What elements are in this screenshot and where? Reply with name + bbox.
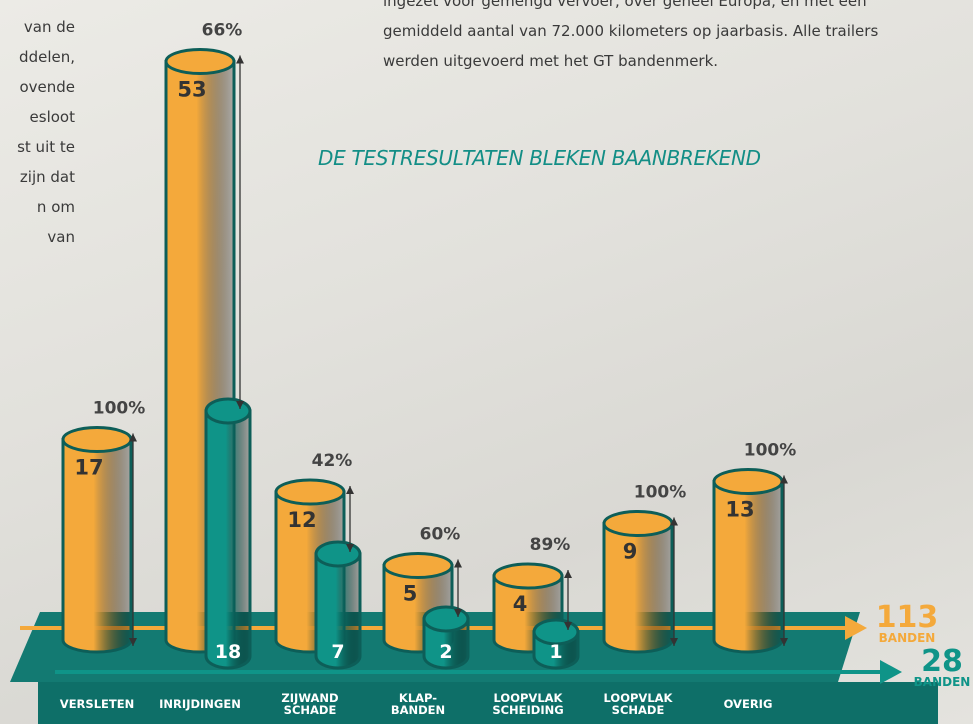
cylinder-top [602, 510, 674, 537]
cylinder-top [314, 540, 362, 568]
pct-head [564, 622, 572, 630]
text-line: werden uitgevoerd met het GT bandenmerk. [383, 52, 719, 70]
value-label: 53 [177, 78, 206, 102]
cylinder [712, 468, 784, 654]
cylinder-body [422, 617, 470, 670]
category-label: KLAP-BANDEN [390, 690, 446, 717]
value-label: 1 [549, 641, 562, 663]
cylinder-body [602, 522, 674, 654]
text-line: n om [36, 198, 75, 216]
left-text: van de ddelen, ovende esloot st uit te zijn d… [17, 12, 75, 252]
value-label: 9 [623, 540, 638, 564]
arrow-head [880, 660, 902, 684]
pct-head [780, 475, 788, 484]
value-label: 4 [513, 592, 528, 616]
category-label: OVERIG [723, 696, 773, 711]
value-label: 12 [287, 508, 316, 532]
value-label: 17 [74, 456, 103, 480]
intro-text: ingezet voor gemengd vervoer, over gehee… [383, 0, 878, 76]
cylinder-body [712, 480, 784, 654]
total-label: BANDEN [879, 631, 936, 645]
text-line: van de [23, 18, 75, 36]
percentage-label: 42% [312, 451, 353, 471]
pct-head [346, 486, 354, 494]
value-label: 7 [331, 641, 344, 663]
text-line: van [47, 228, 75, 246]
cylinder [61, 426, 133, 654]
cylinder-body [61, 438, 133, 654]
cylinder-top [382, 552, 454, 579]
text-line: gemiddeld aantal van 72.000 kilometers o… [383, 22, 879, 40]
heading: DE TESTRESULTATEN BLEKEN BAANBREKEND [318, 146, 761, 170]
text-line: ovende [19, 78, 75, 96]
text-line: ingezet voor gemengd vervoer, over gehee… [383, 0, 867, 10]
percentage-label: 89% [530, 535, 571, 555]
category-label: INRIJDINGEN [159, 696, 241, 711]
pct-head [780, 638, 788, 646]
cylinder-top [422, 605, 470, 633]
cylinder-top [712, 468, 784, 495]
percentage-label: 100% [744, 441, 797, 461]
percentage-label: 60% [420, 525, 461, 545]
category-label: VERSLETEN [59, 696, 135, 711]
pct-head [564, 570, 572, 578]
percentage-label: 66% [202, 21, 243, 41]
platform-front [38, 682, 938, 724]
text-line: ddelen, [19, 48, 75, 66]
pct-head [670, 517, 678, 526]
pct-head [454, 559, 462, 568]
value-label: 18 [215, 641, 241, 663]
cylinder-top [61, 426, 133, 453]
text-line: zijn dat [19, 168, 75, 186]
cylinder-top [164, 48, 236, 75]
cylinder [602, 510, 674, 654]
percentage-label: 100% [634, 483, 687, 503]
cylinder-top [274, 478, 346, 506]
total-label: BANDEN [914, 675, 971, 689]
pct-head [236, 401, 244, 409]
value-label: 5 [403, 582, 418, 606]
cylinder [204, 397, 252, 670]
pct-head [129, 638, 137, 646]
value-label: 2 [439, 641, 452, 663]
cylinder [532, 618, 580, 670]
pct-head [129, 433, 137, 442]
total-value: 28 [921, 644, 963, 679]
category-label: LOOPVLAK SCHEIDING [492, 690, 564, 717]
percentage-label: 100% [93, 399, 146, 419]
pct-head [670, 638, 678, 646]
pct-head [346, 544, 354, 552]
cylinder-body [204, 409, 252, 670]
cylinder-body [314, 552, 362, 670]
pct-head [454, 609, 462, 617]
arrow-head [845, 616, 867, 640]
category-label: LOOPVLAK SCHADE [603, 690, 673, 717]
total-value: 113 [876, 600, 939, 635]
value-label: 13 [725, 498, 754, 522]
category-label: ZIJWAND SCHADE [281, 690, 339, 717]
text-line: st uit te [17, 138, 75, 156]
text-line: esloot [29, 108, 75, 126]
cylinder-top [492, 562, 564, 590]
pct-head [236, 55, 244, 64]
cylinder-top [204, 397, 252, 425]
